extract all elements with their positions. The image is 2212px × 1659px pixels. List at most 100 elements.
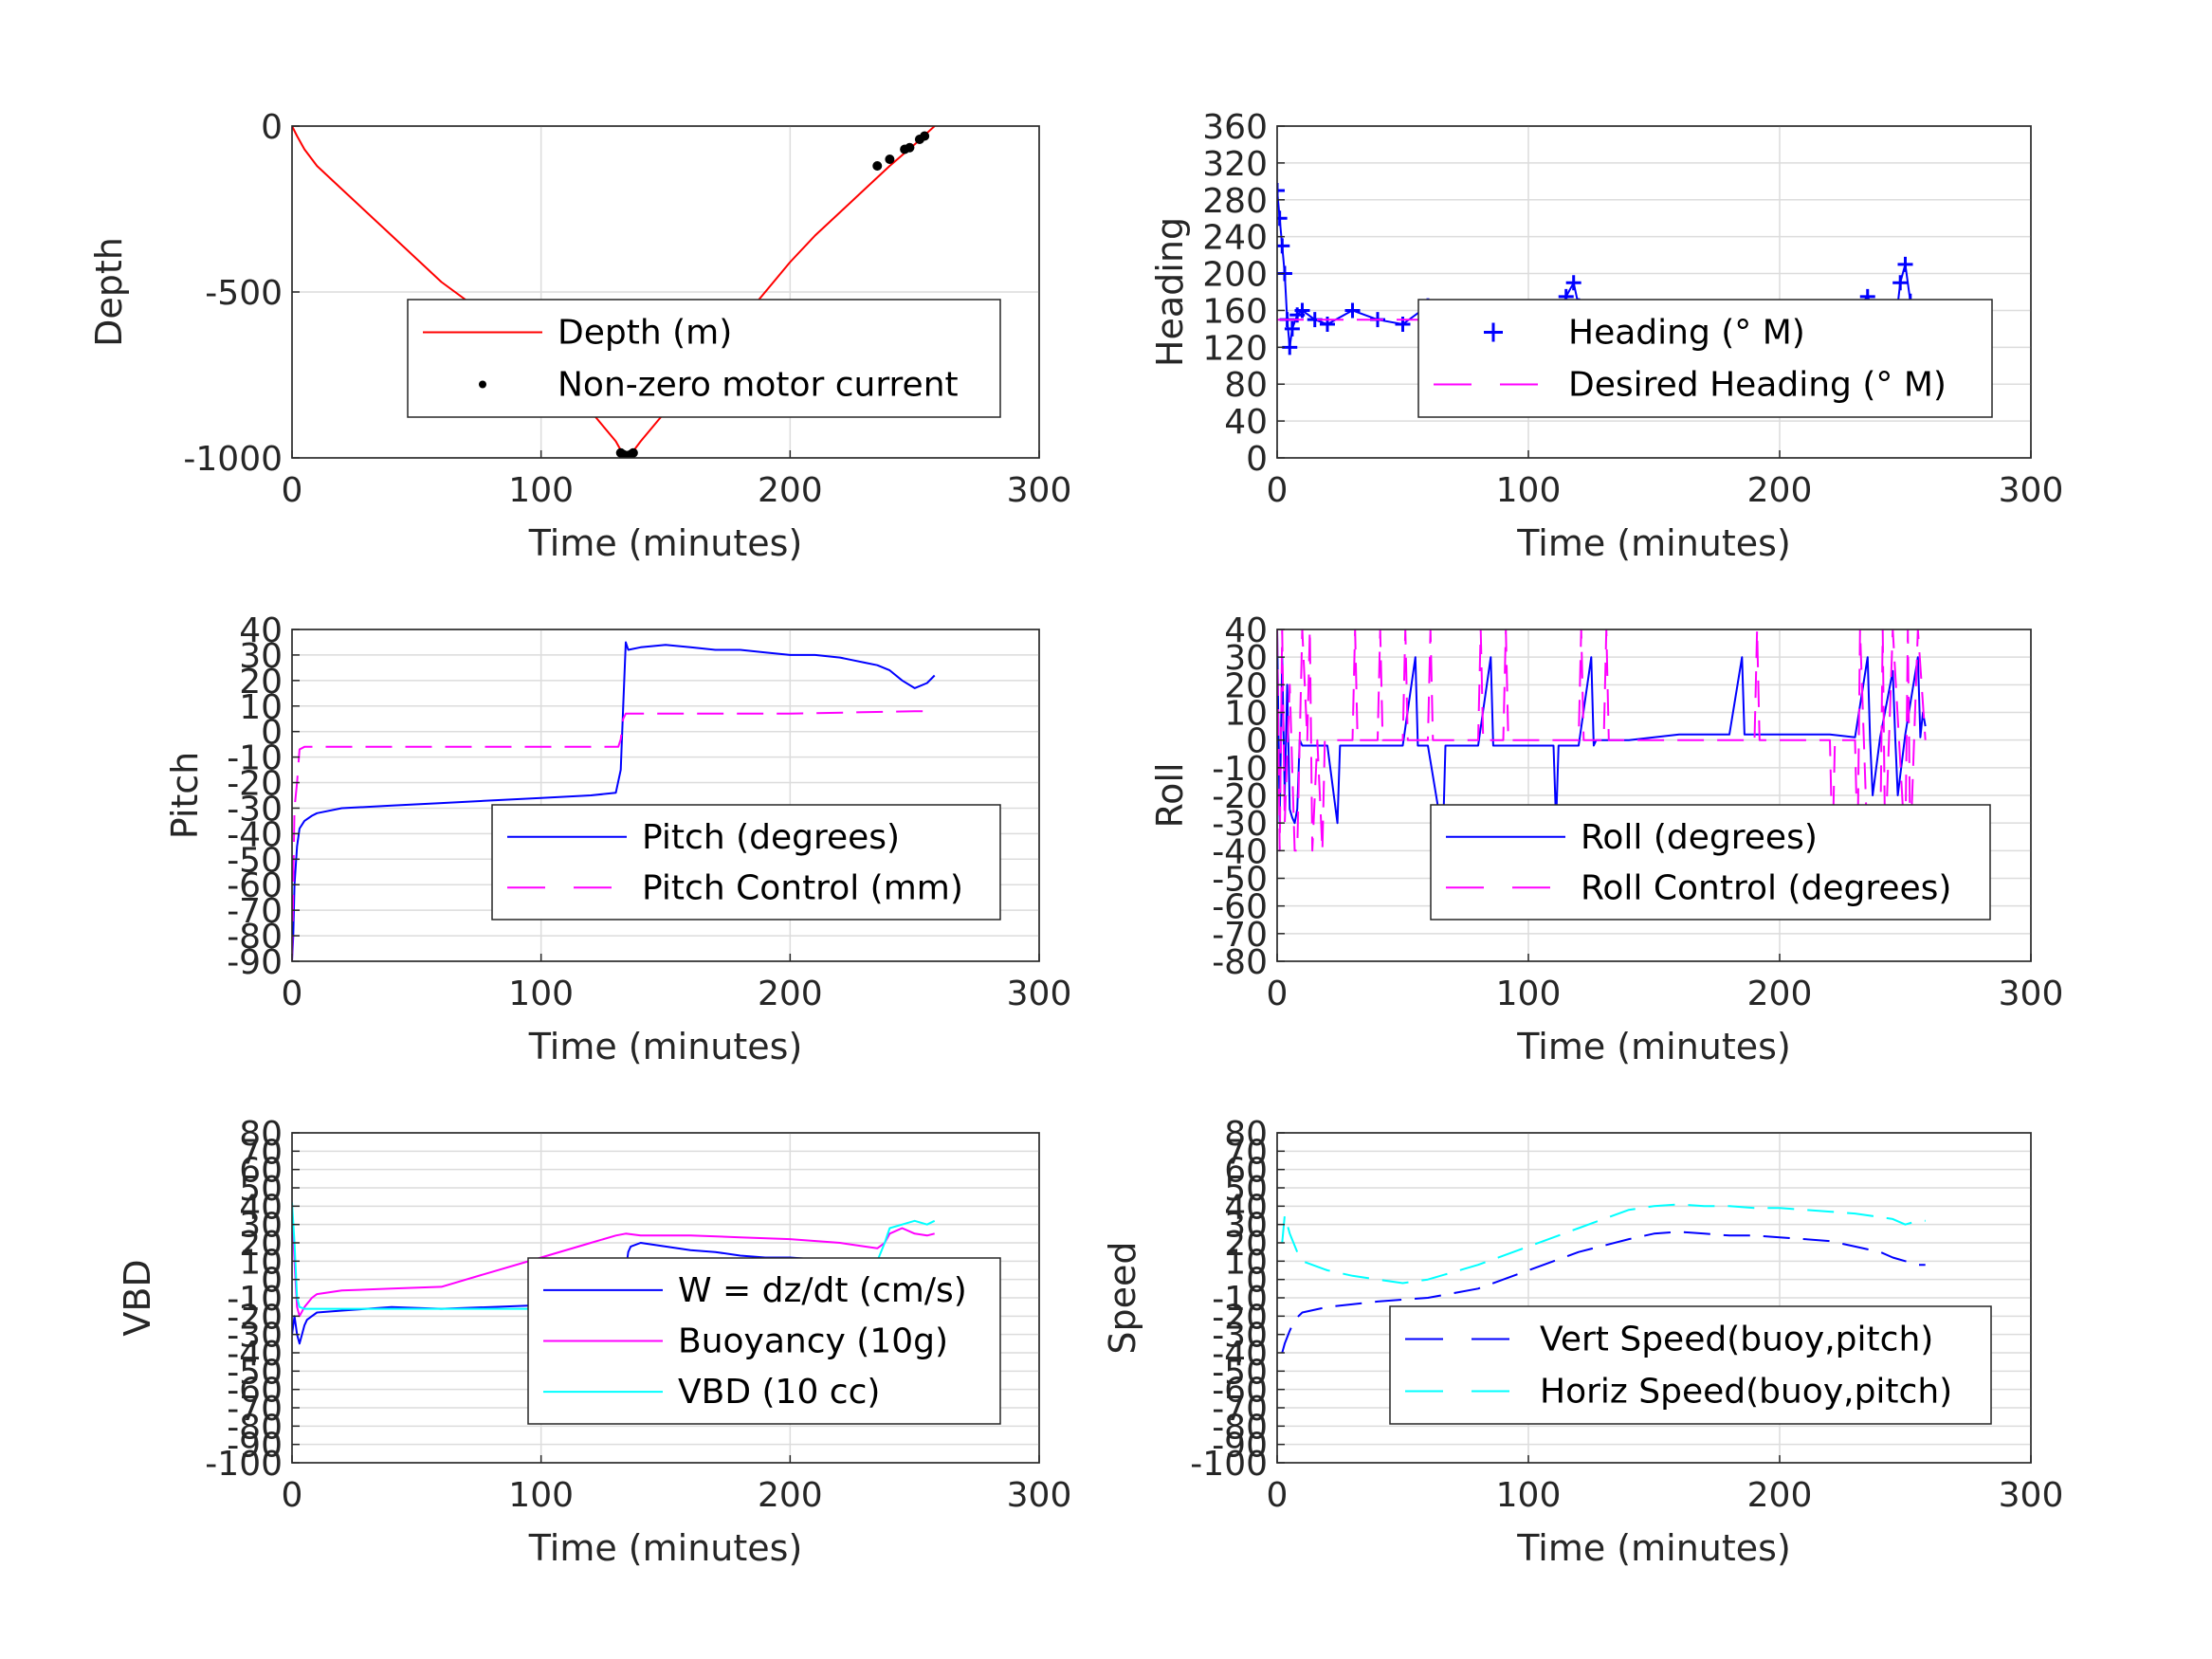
vbd-legend-entry: VBD (10 cc) (678, 1373, 880, 1412)
depth-motor-current-point (628, 447, 638, 458)
vbd-legend-entry: W = dz/dt (cm/s) (678, 1271, 967, 1310)
speed-y-tick-label: 30 (1224, 1207, 1268, 1246)
speed-y-axis-label: Speed (1102, 1241, 1143, 1354)
vbd-y-tick-label: -30 (227, 1317, 283, 1356)
pitch-x-tick-label: 100 (508, 975, 574, 1013)
roll-y-tick-label: 0 (1246, 722, 1268, 761)
depth-x-axis-label: Time (minutes) (528, 522, 803, 564)
roll-x-axis-label: Time (minutes) (1516, 1026, 1791, 1067)
heading-heading-marker (1892, 275, 1909, 291)
vbd-x-axis-label: Time (minutes) (528, 1527, 803, 1569)
speed-x-tick-label: 300 (1999, 1476, 2064, 1515)
heading-y-tick-label: 160 (1202, 292, 1268, 331)
pitch-series-group (292, 641, 936, 961)
vbd-x-tick-label: 300 (1007, 1476, 1072, 1515)
vbd-y-tick-label: 0 (261, 1262, 283, 1301)
vbd-y-tick-label: -50 (227, 1353, 283, 1392)
vbd-y-tick-label: -60 (227, 1372, 283, 1411)
speed-y-tick-label: -70 (1212, 1390, 1268, 1429)
speed-y-tick-label: -100 (1190, 1445, 1268, 1484)
pitch-x-tick-label: 0 (282, 975, 303, 1013)
roll-x-tick-label: 200 (1747, 975, 1813, 1013)
heading-heading-marker (1277, 238, 1290, 254)
depth-motor-current-point (920, 131, 930, 141)
speed-y-tick-label: -30 (1212, 1317, 1268, 1356)
pitch-y-tick-label: 10 (239, 688, 283, 727)
depth-series-group (292, 126, 936, 458)
roll-x-tick-label: 100 (1496, 975, 1562, 1013)
heading-heading-marker (1565, 275, 1581, 291)
roll-y-tick-label: 30 (1224, 639, 1268, 678)
heading-legend-entry: Heading (° M) (1568, 314, 1805, 353)
speed-y-tick-label: 20 (1224, 1225, 1268, 1264)
heading-y-tick-label: 280 (1202, 182, 1268, 221)
depth-motor-current-point (885, 155, 895, 164)
vbd-y-tick-label: -20 (227, 1298, 283, 1337)
heading-heading-marker (1277, 183, 1285, 199)
pitch-y-tick-label: -30 (227, 790, 283, 829)
heading-y-tick-label: 0 (1246, 440, 1268, 479)
depth-motor-current-point (905, 142, 915, 153)
vbd-y-tick-label: 80 (239, 1115, 283, 1154)
pitch-y-tick-label: -60 (227, 866, 283, 905)
depth-x-tick-label: 200 (758, 471, 823, 510)
pitch-y-tick-label: 0 (261, 714, 283, 753)
depth-y-tick-label: -500 (205, 274, 283, 313)
heading-legend: Heading (° M) Desired Heading (° M) (1417, 299, 1993, 418)
pitch-series-line (292, 641, 936, 961)
roll-y-tick-label: -80 (1212, 943, 1268, 982)
speed-legend-box (1389, 1305, 1992, 1425)
heading-y-tick-label: 80 (1224, 366, 1268, 405)
vbd-legend-entry: Buoyancy (10g) (678, 1322, 948, 1361)
vbd-y-tick-label: 60 (239, 1152, 283, 1191)
roll-y-tick-label: -30 (1212, 805, 1268, 844)
heading-legend-box (1417, 299, 1993, 418)
pitch-y-tick-label: 40 (239, 611, 283, 650)
pitch-y-axis-label: Pitch (164, 752, 206, 840)
depth-legend: Depth (m) Non-zero motor current (407, 299, 1001, 418)
speed-x-axis-label: Time (minutes) (1516, 1527, 1791, 1569)
pitch-y-tick-label: -10 (227, 739, 283, 778)
roll-y-tick-label: 40 (1224, 611, 1268, 650)
pitch-series-line (292, 710, 935, 961)
heading-legend-entry: Desired Heading (° M) (1568, 366, 1947, 405)
pitch-y-tick-label: 20 (239, 663, 283, 702)
vbd-y-axis-label: VBD (117, 1259, 158, 1336)
depth-x-tick-label: 0 (282, 471, 303, 510)
vbd-y-tick-label: 70 (239, 1133, 283, 1172)
vbd-y-tick-label: 40 (239, 1188, 283, 1227)
speed-y-tick-label: -40 (1212, 1335, 1268, 1374)
heading-legend-swatch (1484, 322, 1503, 342)
roll-series-line (1277, 629, 1927, 838)
speed-y-tick-label: 70 (1224, 1133, 1268, 1172)
speed-y-tick-label: 60 (1224, 1152, 1268, 1191)
pitch-y-tick-label: -20 (227, 765, 283, 804)
depth-motor-current-point (872, 161, 883, 171)
pitch-y-tick-label: -40 (227, 815, 283, 854)
roll-y-tick-label: 10 (1224, 695, 1268, 734)
vbd-y-tick-label: 10 (239, 1243, 283, 1282)
speed-chart: 0 100 200 300-100-90-80-70-60-50-40-30-20-1… (1102, 1115, 2063, 1569)
vbd-x-tick-label: 100 (508, 1476, 574, 1515)
speed-series-line (1281, 1203, 1926, 1285)
depth-legend-entry: Depth (m) (558, 314, 732, 353)
heading-heading-marker (1897, 256, 1913, 272)
roll-y-tick-label: -40 (1212, 832, 1268, 871)
speed-y-tick-label: 0 (1246, 1262, 1268, 1301)
heading-x-tick-label: 200 (1747, 471, 1813, 510)
pitch-y-tick-label: -90 (227, 943, 283, 982)
speed-x-tick-label: 100 (1496, 1476, 1562, 1515)
vbd-y-tick-label: -70 (227, 1390, 283, 1429)
heading-y-axis-label: Heading (1149, 217, 1191, 367)
heading-x-tick-label: 300 (1999, 471, 2064, 510)
heading-y-tick-label: 40 (1224, 403, 1268, 442)
roll-chart: 0 100 200 300-80-70-60-50-40-30-20-10010203… (1149, 611, 2063, 1067)
depth-chart: 0 100 200 300 -1000 -500 0 Time (minutes) Depth D… (88, 108, 1071, 564)
vbd-y-tick-label: -80 (227, 1408, 283, 1447)
speed-series-line (1281, 1231, 1926, 1354)
heading-chart: 0 100 200 30004080120160200240280320360Time… (1149, 108, 2063, 564)
heading-axes-frame (1276, 125, 2032, 459)
speed-y-tick-label: 10 (1224, 1243, 1268, 1282)
depth-x-tick-label: 300 (1007, 471, 1072, 510)
